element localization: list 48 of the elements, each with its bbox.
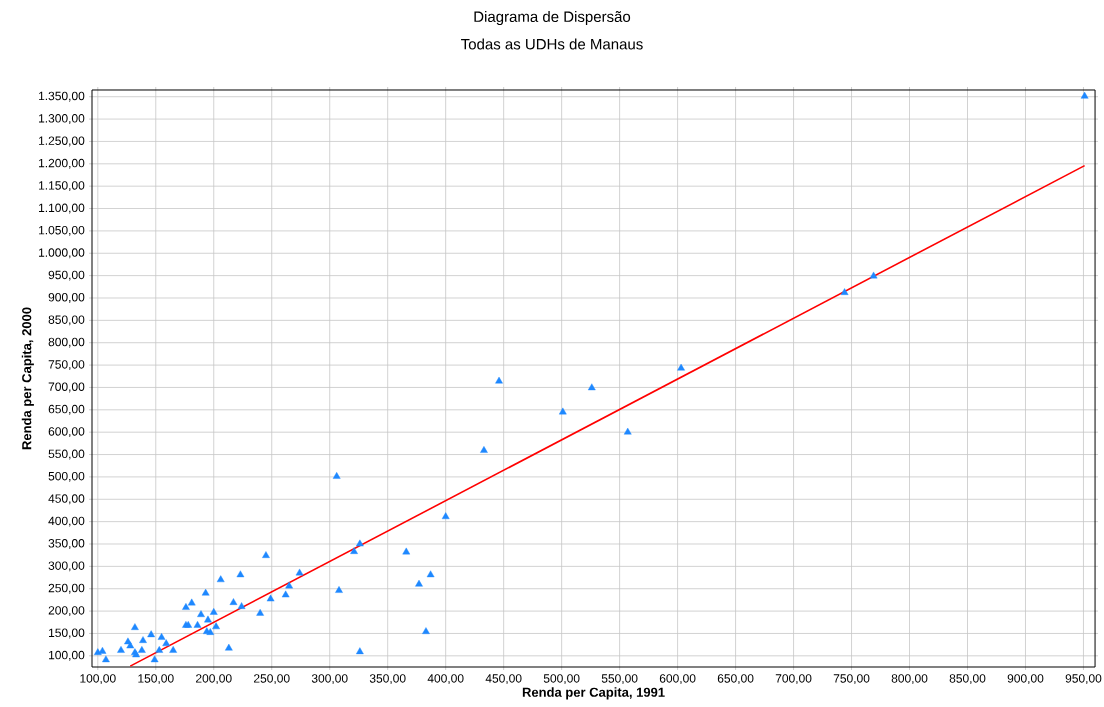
x-tick-label: 650,00	[717, 674, 754, 685]
x-tick-label: 150,00	[138, 674, 174, 685]
x-tick-label: 600,00	[659, 674, 696, 685]
y-tick-label: 800,00	[48, 337, 85, 348]
y-tick-label: 300,00	[48, 561, 85, 572]
y-tick-label: 1.200,00	[39, 158, 85, 169]
x-tick-label: 200,00	[196, 674, 232, 685]
x-tick-label: 750,00	[833, 674, 870, 685]
x-tick-label: 950,00	[1065, 674, 1102, 685]
x-tick-label: 500,00	[543, 674, 580, 685]
chart-subtitle: Todas as UDHs de Manaus	[461, 38, 643, 50]
y-tick-label: 750,00	[48, 360, 85, 371]
y-tick-label: 1.100,00	[39, 203, 85, 214]
y-tick-label: 1.000,00	[39, 248, 85, 259]
x-tick-label: 450,00	[485, 674, 522, 685]
y-tick-label: 1.250,00	[39, 136, 85, 147]
y-tick-label: 200,00	[48, 606, 85, 617]
x-tick-label: 800,00	[891, 674, 928, 685]
y-tick-label: 1.150,00	[39, 181, 85, 192]
x-tick-label: 700,00	[775, 674, 812, 685]
y-tick-label: 1.300,00	[39, 114, 85, 125]
x-tick-label: 350,00	[369, 674, 406, 685]
y-axis-title: Renda per Capita, 2000	[21, 307, 34, 450]
y-tick-label: 1.350,00	[39, 91, 85, 102]
y-tick-label: 950,00	[48, 270, 85, 281]
x-tick-label: 300,00	[311, 674, 348, 685]
x-tick-label: 100,00	[80, 674, 116, 685]
x-axis-title: Renda per Capita, 1991	[522, 687, 665, 700]
x-tick-label: 550,00	[601, 674, 638, 685]
y-tick-label: 400,00	[48, 516, 85, 527]
x-tick-label: 250,00	[254, 674, 290, 685]
y-tick-label: 650,00	[48, 404, 85, 415]
y-tick-label: 250,00	[48, 583, 85, 594]
y-tick-label: 500,00	[48, 471, 85, 482]
y-tick-label: 700,00	[48, 382, 85, 393]
x-tick-label: 850,00	[949, 674, 986, 685]
y-tick-label: 600,00	[48, 427, 85, 438]
y-tick-label: 1.050,00	[39, 225, 85, 236]
y-tick-label: 100,00	[49, 650, 85, 661]
y-tick-label: 350,00	[48, 539, 85, 549]
y-tick-label: 450,00	[48, 494, 85, 505]
y-tick-label: 900,00	[48, 293, 85, 303]
y-tick-label: 550,00	[48, 449, 85, 460]
x-tick-label: 900,00	[1007, 674, 1044, 685]
x-tick-label: 400,00	[427, 674, 464, 685]
y-tick-label: 850,00	[48, 315, 85, 326]
chart-title: Diagrama de Dispersão	[474, 10, 631, 25]
y-tick-label: 150,00	[49, 628, 85, 639]
